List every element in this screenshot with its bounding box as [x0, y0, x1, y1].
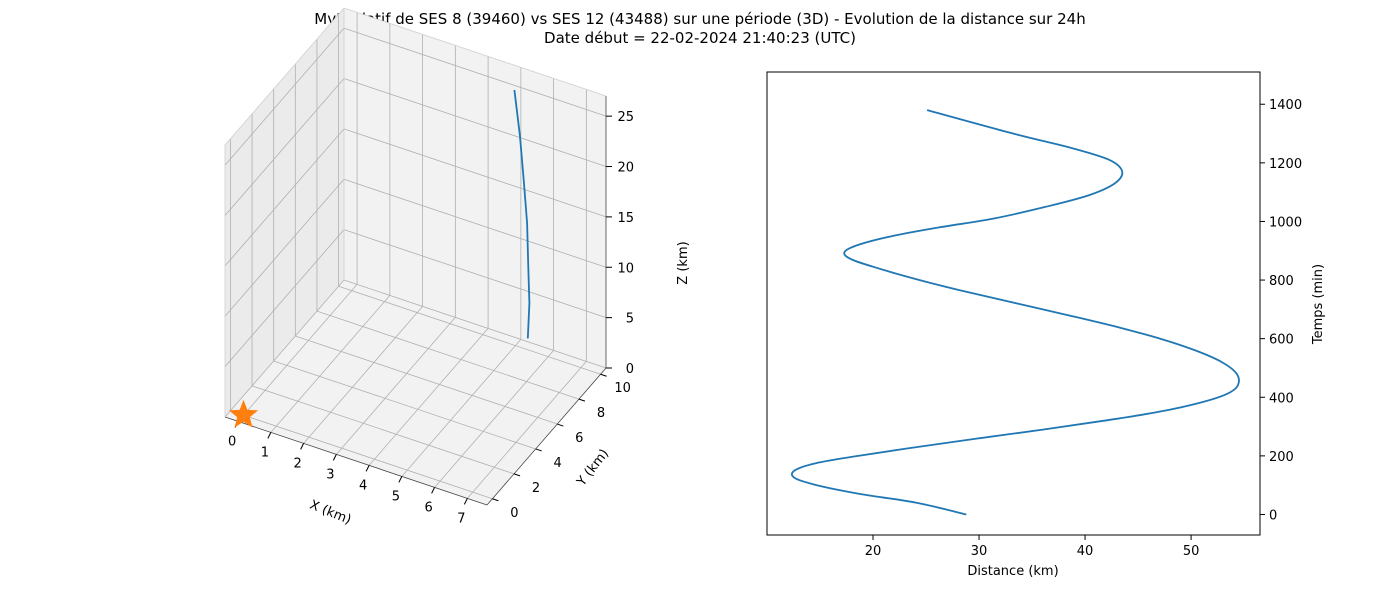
x3d-tick-label: 2: [293, 456, 301, 471]
y2d-tick-label: 400: [1269, 391, 1294, 406]
grid-line-z-back: [343, 128, 607, 218]
origin-star-marker: [228, 399, 259, 428]
y2d-tick-label: 1000: [1269, 215, 1302, 230]
y3d-tick-label: 4: [554, 456, 562, 471]
z3d-tick-label: 5: [626, 312, 634, 327]
x2d-tick-label: 40: [1077, 544, 1094, 559]
x3d-axis-line: [224, 416, 488, 506]
grid-line-y-floor: [316, 310, 580, 400]
grid-line-y-floor: [295, 335, 558, 425]
pane-edge: [224, 7, 345, 146]
side-pane: [225, 8, 344, 417]
x3d-tick-label: 7: [457, 511, 465, 526]
z3d-tick-label: 0: [626, 362, 634, 377]
x3d-tick-mark: [431, 487, 436, 494]
grid-line-z-back: [343, 27, 607, 117]
y3d-tick-mark: [535, 448, 542, 452]
x3d-tick-mark: [300, 443, 305, 450]
grid-line-z-side: [224, 229, 345, 367]
x3d-tick-mark: [398, 476, 403, 483]
x3d-tick-label: 0: [228, 434, 236, 449]
y2d-tick-label: 800: [1269, 274, 1294, 289]
grid-line-x-floor: [270, 295, 391, 433]
x3d-tick-mark: [463, 498, 468, 505]
x3d-tick-label: 3: [326, 467, 334, 482]
y2d-tick-label: 200: [1269, 450, 1294, 465]
y3d-tick-mark: [557, 423, 564, 427]
grid-line-z-back: [343, 229, 607, 319]
plot-2d-ticks: 20 30 40 50 0 200 400 600 800 1000 1200 1400: [865, 98, 1302, 559]
y3d-tick-mark: [513, 473, 521, 477]
y2d-tick-label: 600: [1269, 333, 1294, 348]
plot-2d-frame: [766, 71, 1261, 536]
y3d-tick-mark: [578, 398, 586, 402]
y3d-tick-label: 10: [614, 381, 631, 396]
plot-3d-grid: [224, 7, 607, 506]
z3d-axis-label: Z (km): [676, 241, 691, 284]
y3d-tick-label: 6: [575, 431, 583, 446]
x2d-axis-label: Distance (km): [967, 564, 1058, 579]
plot-2d: 20 30 40 50 0 200 400 600 800 1000 1200 1400 Distan…: [766, 71, 1326, 579]
series-3d-line: [513, 89, 531, 339]
y2d-tick-label: 1400: [1269, 98, 1302, 113]
x3d-tick-label: 1: [261, 445, 269, 460]
y3d-tick-mark: [600, 373, 607, 377]
y3d-tick-label: 2: [532, 481, 540, 496]
back-pane: [344, 8, 606, 368]
x2d-tick-label: 50: [1183, 544, 1200, 559]
z3d-tick-label: 25: [617, 110, 634, 125]
x3d-tick-label: 6: [424, 500, 432, 515]
grid-line-x-floor: [336, 317, 456, 455]
grid-line-z-back: [343, 279, 607, 369]
x2d-tick-label: 30: [971, 544, 988, 559]
grid-line-x-floor: [303, 306, 423, 444]
y3d-axis-line: [486, 367, 607, 506]
x3d-tick-label: 4: [359, 478, 367, 493]
grid-line-x-floor: [434, 350, 554, 488]
grid-line-z-side: [224, 178, 345, 317]
y2d-axis-label: Temps (min): [1311, 264, 1326, 345]
y3d-tick-label: 0: [510, 506, 518, 521]
plot-2d-series: [790, 109, 1240, 516]
x3d-axis-label: X (km): [307, 498, 353, 528]
y3d-tick-label: 8: [597, 406, 605, 421]
grid-line-x-floor: [467, 361, 587, 499]
distance-series-line: [790, 109, 1240, 516]
grid-line-x-floor: [237, 284, 358, 422]
y2d-tick-label: 1200: [1269, 157, 1302, 172]
y3d-tick-mark: [492, 498, 499, 502]
grid-line-y-floor: [338, 285, 601, 375]
grid-line-z-side: [224, 78, 345, 216]
x3d-tick-label: 5: [392, 489, 400, 504]
grid-line-y-floor: [230, 410, 493, 500]
grid-line-x-floor: [368, 328, 489, 466]
x2d-tick-label: 20: [865, 544, 882, 559]
x3d-tick-mark: [332, 454, 337, 461]
y3d-axis-label: Y (km): [574, 447, 613, 490]
z3d-tick-label: 10: [617, 261, 634, 276]
chart-title: Mvt relatif de SES 8 (39460) vs SES 12 (…: [314, 10, 1086, 28]
pane-edge: [343, 7, 607, 97]
y2d-tick-label: 0: [1269, 508, 1277, 523]
x3d-tick-mark: [267, 432, 272, 439]
z3d-tick-label: 20: [617, 161, 634, 176]
grid-line-z-side: [224, 279, 345, 418]
plot-3d-series: [228, 89, 531, 428]
grid-line-x-floor: [401, 339, 522, 477]
grid-line-z-side: [224, 128, 345, 267]
grid-line-z-back: [343, 178, 607, 268]
grid-line-z-side: [224, 27, 345, 166]
x3d-tick-mark: [365, 465, 370, 472]
chart-subtitle: Date début = 22-02-2024 21:40:23 (UTC): [544, 29, 856, 47]
grid-line-z-back: [343, 78, 607, 167]
z3d-tick-label: 15: [617, 211, 634, 226]
plot-3d-panes: [225, 8, 606, 505]
grid-line-y-floor: [251, 385, 515, 475]
grid-line-y-floor: [273, 360, 536, 450]
